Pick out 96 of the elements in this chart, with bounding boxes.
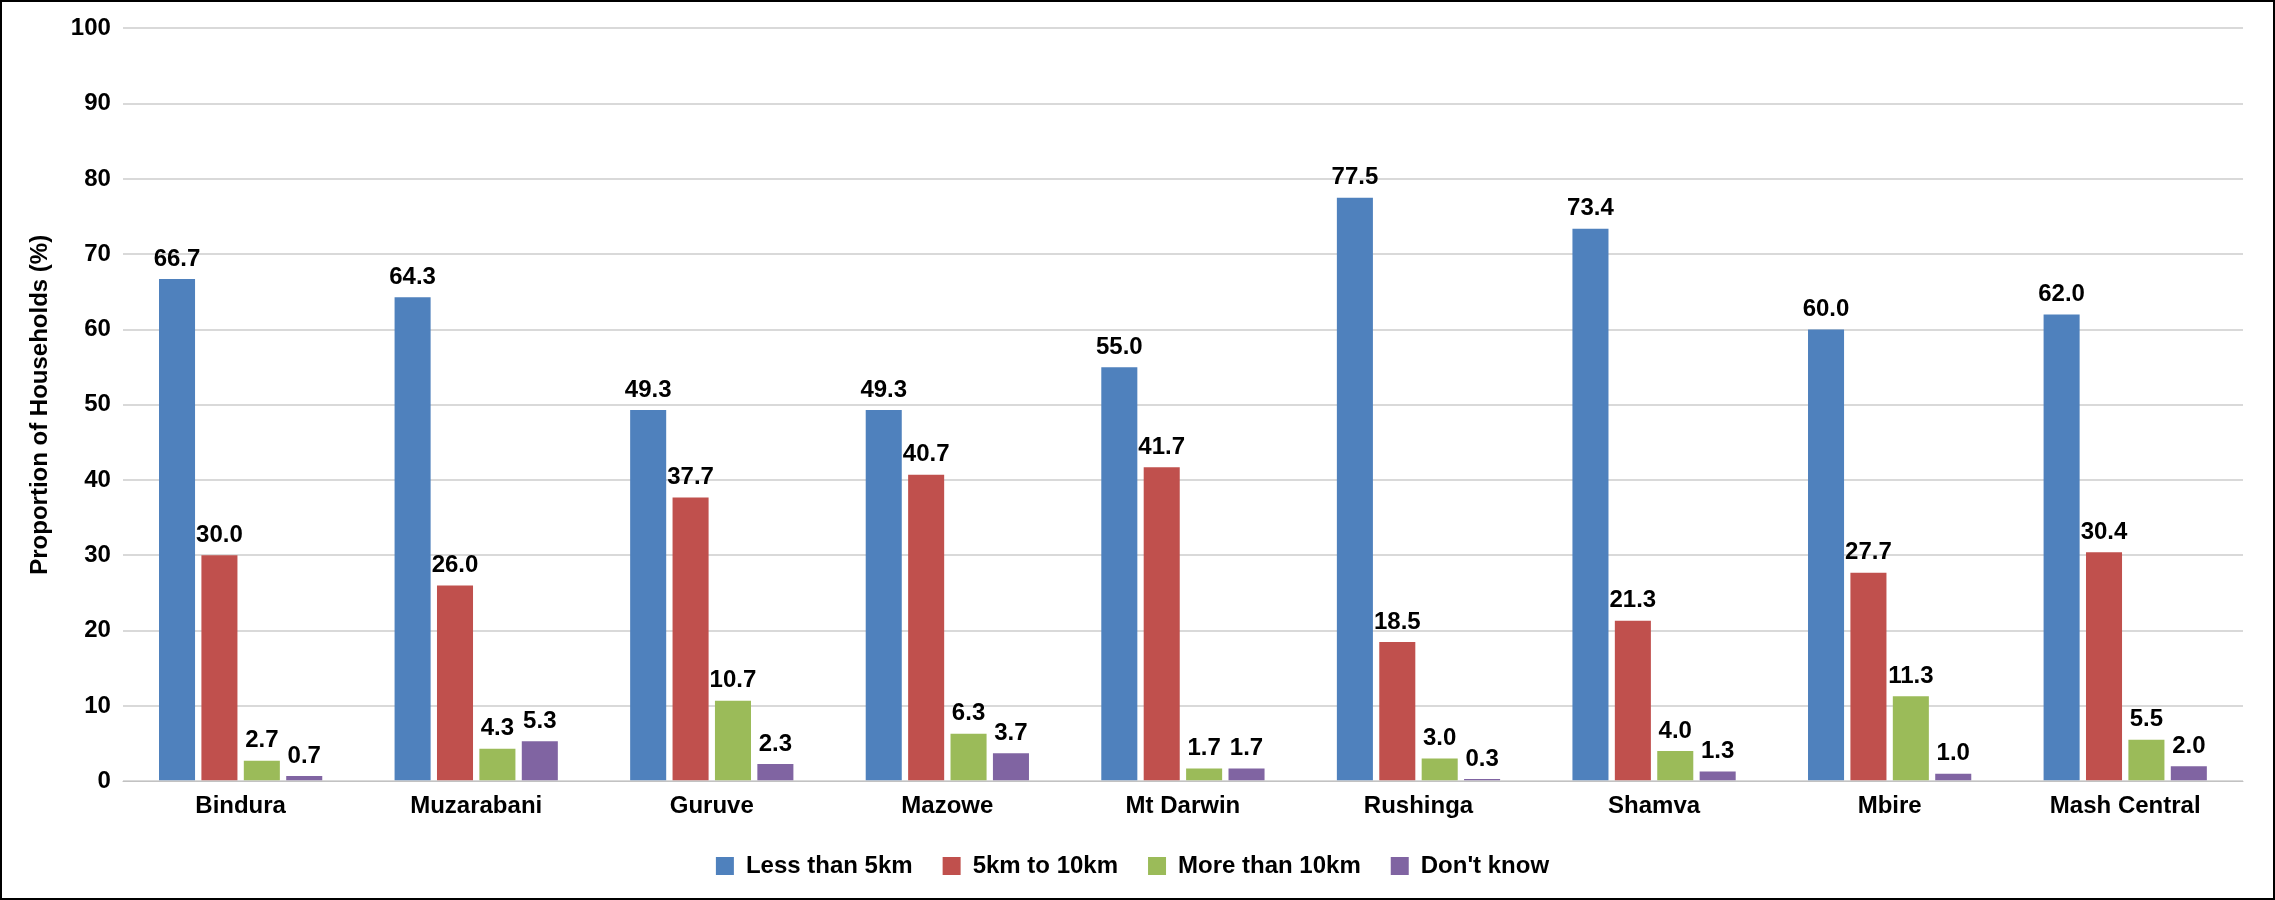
data-label: 60.0 bbox=[1802, 294, 1850, 322]
bar bbox=[2128, 739, 2165, 781]
x-tick-label: Mash Central bbox=[2049, 791, 2201, 819]
bar bbox=[1699, 771, 1736, 781]
legend-label: 5km to 10km bbox=[972, 850, 1119, 878]
bar bbox=[1421, 758, 1458, 781]
x-tick-label: Rushinga bbox=[1363, 791, 1474, 819]
y-tick-label: 70 bbox=[84, 238, 111, 266]
data-label: 4.0 bbox=[1658, 715, 1692, 743]
data-label: 18.5 bbox=[1373, 606, 1421, 634]
bar bbox=[243, 760, 280, 781]
bar bbox=[757, 763, 794, 781]
bar bbox=[1614, 620, 1651, 781]
data-label: 40.7 bbox=[902, 439, 950, 467]
data-label: 5.5 bbox=[2129, 704, 2164, 732]
bar bbox=[1892, 696, 1929, 781]
bar bbox=[630, 410, 667, 781]
data-label: 49.3 bbox=[624, 374, 672, 402]
data-label: 5.3 bbox=[523, 705, 557, 733]
x-tick-label: Bindura bbox=[195, 791, 287, 819]
data-label: 0.7 bbox=[287, 740, 321, 768]
data-label: 2.3 bbox=[758, 728, 793, 756]
data-label: 26.0 bbox=[431, 550, 479, 578]
bar bbox=[1379, 641, 1416, 781]
data-label: 66.7 bbox=[153, 243, 201, 271]
bar bbox=[1935, 773, 1972, 781]
data-label: 41.7 bbox=[1138, 431, 1186, 459]
bar bbox=[950, 733, 987, 781]
data-label: 1.7 bbox=[1187, 733, 1221, 761]
bar bbox=[714, 700, 751, 781]
x-tick-label: Muzarabani bbox=[410, 791, 543, 819]
legend-label: Don't know bbox=[1420, 850, 1550, 878]
bar bbox=[286, 775, 323, 781]
data-label: 1.3 bbox=[1700, 736, 1735, 764]
data-label: 2.0 bbox=[2172, 730, 2206, 758]
y-tick-label: 100 bbox=[70, 13, 111, 41]
bar bbox=[1336, 197, 1373, 781]
data-label: 30.4 bbox=[2080, 516, 2129, 544]
data-label: 62.0 bbox=[2038, 279, 2085, 307]
data-label: 10.7 bbox=[709, 665, 757, 693]
data-label: 21.3 bbox=[1609, 585, 1657, 613]
data-label: 27.7 bbox=[1845, 537, 1892, 565]
bar bbox=[1572, 228, 1609, 781]
y-tick-label: 80 bbox=[84, 163, 111, 191]
y-tick-label: 50 bbox=[84, 389, 111, 417]
y-axis-title: Proportion of Households (%) bbox=[25, 234, 53, 575]
data-label: 3.0 bbox=[1423, 723, 1457, 751]
x-tick-label: Guruve bbox=[669, 791, 754, 819]
data-label: 64.3 bbox=[389, 261, 436, 289]
data-label: 49.3 bbox=[860, 374, 908, 402]
bar bbox=[2085, 552, 2123, 781]
data-label: 6.3 bbox=[951, 698, 986, 726]
bar bbox=[865, 410, 902, 781]
x-tick-label: Mazowe bbox=[901, 791, 994, 819]
y-tick-label: 60 bbox=[84, 314, 111, 342]
data-label: 4.3 bbox=[480, 713, 515, 741]
bar bbox=[436, 585, 474, 781]
bar bbox=[1228, 768, 1265, 781]
bar bbox=[1186, 768, 1223, 781]
data-label: 11.3 bbox=[1888, 660, 1934, 688]
legend-label: Less than 5km bbox=[745, 850, 913, 878]
data-label: 73.4 bbox=[1567, 193, 1615, 221]
data-label: 55.0 bbox=[1095, 331, 1143, 359]
data-label: 1.0 bbox=[1936, 738, 1970, 766]
bar bbox=[672, 497, 709, 781]
bar bbox=[992, 753, 1029, 781]
legend-label: More than 10km bbox=[1178, 850, 1361, 878]
x-tick-label: Mbire bbox=[1857, 791, 1922, 819]
y-tick-label: 90 bbox=[84, 88, 111, 116]
bar bbox=[1657, 751, 1694, 781]
bar bbox=[1850, 572, 1887, 781]
bar bbox=[1101, 367, 1138, 781]
bar bbox=[1808, 329, 1845, 781]
bar bbox=[2170, 766, 2207, 781]
y-tick-label: 20 bbox=[84, 615, 111, 643]
data-label: 30.0 bbox=[196, 519, 243, 547]
bar bbox=[2043, 314, 2080, 781]
data-label: 3.7 bbox=[994, 717, 1028, 745]
data-label: 37.7 bbox=[667, 462, 714, 490]
y-tick-label: 10 bbox=[84, 690, 111, 718]
bar bbox=[908, 474, 945, 781]
bar bbox=[159, 279, 196, 781]
bar bbox=[521, 741, 558, 781]
x-tick-label: Shamva bbox=[1608, 791, 1701, 819]
bar bbox=[394, 297, 431, 781]
data-label: 1.7 bbox=[1229, 733, 1264, 761]
data-label: 2.7 bbox=[245, 725, 279, 753]
x-tick-label: Mt Darwin bbox=[1125, 791, 1241, 819]
data-label: 0.3 bbox=[1465, 743, 1499, 771]
bar bbox=[201, 555, 238, 781]
y-tick-label: 30 bbox=[84, 539, 111, 567]
bar bbox=[1143, 467, 1180, 781]
y-tick-label: 0 bbox=[97, 765, 111, 793]
bar bbox=[479, 748, 516, 781]
data-label: 77.5 bbox=[1331, 162, 1379, 190]
y-tick-label: 40 bbox=[84, 464, 111, 492]
